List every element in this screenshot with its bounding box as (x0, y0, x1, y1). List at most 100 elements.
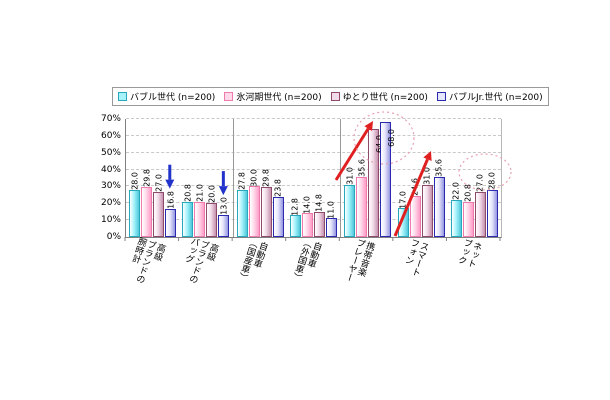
bar: 35.6 (356, 159, 368, 237)
bar: 11.0 (325, 201, 337, 237)
x-category-label: 自動車 （外国車） (286, 236, 340, 335)
value-label: 23.8 (273, 179, 283, 197)
bar: 31.0 (344, 167, 356, 237)
value-label: 28.0 (487, 172, 497, 190)
legend-swatch-icon (436, 92, 446, 101)
bar-group: 20.8 21.0 20.0 13.0 (179, 119, 232, 237)
gridline (126, 185, 501, 187)
value-label: 12.8 (290, 197, 300, 216)
x-axis-labels: 高級 ブランドの 腕時計 高級 ブランドの バッグ 自動車 （国産車） 自動車 （外国… (125, 235, 500, 335)
value-label: 14.8 (314, 194, 324, 213)
value-label: 27.8 (237, 172, 247, 191)
bar: 20.0 (206, 185, 218, 237)
x-category-label: 高級 ブランドの バッグ (179, 235, 233, 335)
value-label: 27.0 (475, 173, 485, 192)
gridline (126, 118, 501, 119)
bar: 29.8 (141, 169, 153, 237)
bar-groups: 28.0 29.8 27.0 16.8 20.8 21.0 20.0 13.0 27.8 30.0… (126, 119, 501, 237)
bar-group: 12.8 14.0 14.8 11.0 (287, 119, 340, 237)
x-category-label-text: 高級 ブランドの バッグ (182, 235, 220, 285)
gridline (126, 219, 501, 221)
y-tick-label: 0% (106, 232, 121, 242)
bar: 14.8 (313, 194, 325, 237)
value-label: 22.0 (451, 182, 461, 200)
value-label: 29.8 (142, 168, 152, 187)
x-category-label: 自動車 （国産車） (232, 236, 286, 335)
bar-group: 17.0 24.6 31.0 35.6 (394, 119, 447, 237)
legend-swatch-icon (330, 92, 340, 101)
value-label: 11.0 (326, 200, 336, 219)
bar: 12.8 (289, 198, 301, 237)
value-label: 20.0 (207, 185, 217, 204)
legend-swatch-icon (224, 92, 234, 101)
x-category-label: ネット ブック (446, 236, 500, 335)
bar: 28.0 (486, 172, 498, 237)
value-label: 17.0 (398, 190, 408, 209)
bar: 24.6 (409, 178, 421, 237)
bar: 22.0 (450, 182, 462, 237)
gridline (126, 168, 501, 170)
value-label: 16.8 (166, 190, 176, 209)
y-tick-label: 10% (100, 215, 121, 226)
x-category-label-text: ネット ブック (455, 236, 483, 269)
x-category-label-text: スマート フォン (401, 236, 430, 278)
bar: 27.0 (474, 174, 486, 237)
bar: 20.8 (462, 184, 474, 237)
x-category-label-text: 自動車 （外国車） (289, 236, 323, 283)
x-category-label-text: 自動車 （国産車） (235, 236, 269, 283)
value-label: 13.0 (219, 197, 229, 216)
bar: 16.8 (165, 191, 177, 237)
bar-group: 31.035.664.068.0 (340, 119, 396, 237)
bar: 17.0 (397, 191, 409, 237)
bar: 20.8 (182, 184, 194, 237)
gridline (126, 151, 501, 153)
legend-item: バブル世代 (n=200) (118, 90, 215, 103)
value-label: 35.6 (434, 159, 444, 177)
legend-item: 氷河期世代 (n=200) (224, 90, 322, 103)
bar-group: 22.0 20.8 27.0 28.0 (448, 119, 501, 237)
gridline (126, 202, 501, 204)
value-label: 30.0 (249, 168, 259, 187)
y-tick-label: 40% (100, 164, 121, 175)
bar: 27.0 (153, 174, 165, 237)
value-label: 31.0 (345, 166, 355, 185)
legend-label: 氷河期世代 (n=200) (236, 93, 322, 103)
x-category-label-text: 携帯音楽 プレーヤー (342, 236, 376, 283)
bar: 14.0 (301, 196, 313, 237)
bar: 29.8 (260, 169, 272, 237)
legend-label: バブルJr.世代 (n=200) (448, 93, 543, 103)
bar: 28.0 (129, 172, 141, 237)
value-label: 29.8 (261, 168, 271, 187)
bar: 31.0 (421, 167, 433, 237)
value-label: 20.8 (463, 184, 473, 202)
y-tick-label: 70% (100, 114, 121, 124)
bar-group: 28.0 29.8 27.0 16.8 (126, 119, 179, 237)
value-label: 21.0 (195, 183, 205, 202)
value-label: 20.8 (183, 184, 193, 202)
bar: 68.0 (380, 122, 396, 237)
value-label: 31.0 (422, 166, 432, 185)
x-category-label: 携帯音楽 プレーヤー (339, 236, 393, 335)
legend-label: バブル世代 (n=200) (130, 93, 216, 103)
bar: 13.0 (218, 197, 230, 237)
legend-label: ゆとり世代 (n=200) (342, 93, 428, 103)
value-label: 24.6 (410, 177, 420, 196)
y-tick-label: 20% (100, 198, 121, 209)
legend-swatch-icon (118, 92, 127, 101)
bar: 23.8 (272, 179, 284, 237)
value-label: 27.0 (154, 173, 164, 192)
bar-group: 27.8 30.0 29.8 23.8 (232, 119, 287, 237)
y-tick-label: 60% (100, 130, 121, 141)
value-label: 35.6 (357, 159, 367, 177)
plot-area: 28.0 29.8 27.0 16.8 20.8 21.0 20.0 13.0 27.8 30.0… (125, 118, 502, 238)
y-tick-label: 30% (100, 181, 121, 192)
bar: 21.0 (194, 184, 206, 237)
value-label: 28.0 (130, 172, 140, 190)
bar: 35.6 (433, 159, 445, 237)
gridline (126, 134, 501, 136)
legend-item: ゆとり世代 (n=200) (330, 90, 428, 103)
bar: 30.0 (248, 169, 260, 237)
x-category-label: 高級 ブランドの 腕時計 (125, 235, 179, 335)
bar: 64.0 (368, 129, 384, 237)
